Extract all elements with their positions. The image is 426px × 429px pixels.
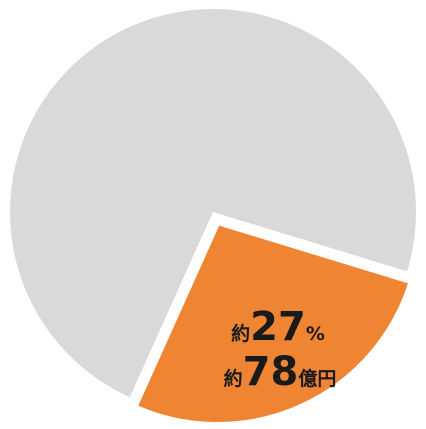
pie-slice — [130, 218, 416, 428]
pie-slice — [9, 8, 417, 398]
value-label: 約27% — [231, 304, 325, 350]
amount-label: 約78億円 — [224, 349, 337, 395]
